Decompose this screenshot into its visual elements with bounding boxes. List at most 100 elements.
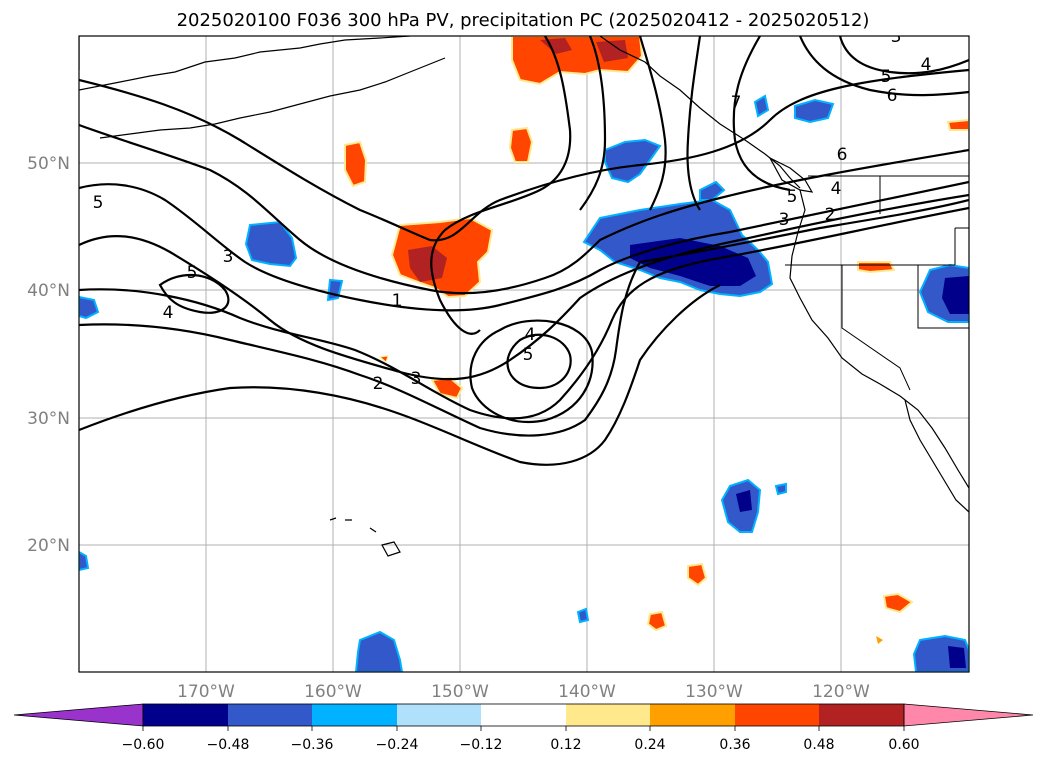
pv-contours: [79, 36, 969, 466]
precip-positive-core: [408, 246, 447, 282]
state-boundary: [841, 265, 911, 391]
precip-negative-core: [736, 490, 752, 512]
contour-label: 4: [163, 303, 174, 323]
colorbar-bin: [312, 704, 397, 726]
state-boundary: [954, 227, 969, 265]
pv-contour-line: [79, 198, 969, 437]
precip-positive-area: [344, 140, 368, 188]
colorbar-tick-label: 0.12: [550, 737, 581, 753]
contour-label: 5: [93, 193, 104, 213]
contour-label: 4: [525, 325, 536, 345]
pv-contour-line: [686, 36, 702, 211]
contour-label: 7: [731, 93, 742, 113]
precip-positive-area: [946, 118, 969, 131]
precip-positive-core: [596, 40, 628, 62]
precip-negative-core: [948, 646, 966, 668]
state-boundary: [917, 265, 969, 329]
colorbar-bin: [735, 704, 819, 726]
colorbar-bin: [650, 704, 735, 726]
graticule: [79, 36, 969, 672]
colorbar-frame: [142, 703, 905, 727]
contour-label: 4: [921, 55, 932, 75]
precip-negative-core: [630, 238, 756, 286]
precip-positive-area: [876, 636, 883, 644]
lon-tick-label: 130°W: [685, 682, 743, 702]
precip-negative-area: [79, 295, 100, 320]
contour-label: 4: [831, 179, 842, 199]
west-coast-coastline: [789, 189, 969, 489]
pv-contour-line: [79, 284, 721, 466]
precip-positive-area: [857, 261, 896, 274]
pv-contour-line: [732, 36, 791, 192]
precip-positive-area: [687, 562, 708, 587]
colorbar-extend-high: [903, 703, 1034, 727]
precip-negative-core: [942, 276, 969, 314]
hawaiian-islands: [329, 517, 401, 557]
contour-label: 5: [187, 263, 198, 283]
pv-contour-line: [79, 123, 969, 295]
pv-contour-line: [79, 206, 969, 420]
colorbar-tick-label: −0.60: [122, 737, 165, 753]
precip-negative-area: [794, 98, 835, 124]
pv-contour-line: [506, 333, 572, 390]
colorbar-tick-label: −0.36: [291, 737, 334, 753]
lat-tick-label: 30°N: [27, 409, 70, 429]
pv-contour-line: [430, 36, 572, 335]
pv-contour-line: [798, 36, 969, 97]
contour-label: 2: [825, 205, 836, 225]
contour-label: 5: [787, 187, 798, 207]
precip-positive-area: [882, 592, 914, 614]
lat-tick-label: 40°N: [27, 281, 70, 301]
pv-contour-line: [158, 273, 230, 314]
precip-negative-area: [753, 94, 770, 118]
precip-negative-area: [774, 482, 787, 496]
colorbar-tick-label: −0.24: [376, 737, 419, 753]
precip-positive-area: [378, 355, 389, 363]
colorbar-bin: [228, 704, 312, 726]
contour-label: 3: [223, 247, 234, 267]
colorbar-bin: [397, 704, 481, 726]
colorbar-bin: [566, 704, 650, 726]
precip-negative-area: [576, 607, 590, 624]
aleutian-islands: [99, 57, 446, 139]
coastlines: [79, 36, 969, 557]
lat-tick-labels: 50°N 40°N 30°N 20°N: [27, 154, 70, 556]
contour-label: 3: [891, 27, 902, 47]
contour-label: 1: [392, 291, 403, 311]
vancouver-island-coastline: [768, 156, 814, 193]
contour-label: 6: [887, 86, 898, 106]
pv-contour-line: [638, 36, 667, 211]
contour-label: 2: [373, 374, 384, 394]
lon-tick-label: 150°W: [431, 682, 489, 702]
precip-negative-area: [354, 630, 404, 672]
precip-positive-area: [646, 610, 668, 632]
colorbar-bin: [481, 704, 566, 726]
colorbar: −0.60 −0.48 −0.36 −0.24 −0.12 0.12 0.24 …: [13, 703, 1034, 753]
lat-tick-label: 50°N: [27, 154, 70, 174]
lon-tick-labels: 170°W 160°W 150°W 140°W 130°W 120°W: [177, 682, 870, 702]
colorbar-tick-label: −0.12: [460, 737, 503, 753]
pv-contour-labels: 5 3 5 4 1 2 3 4 5 7 5 4 6 6 5 4 3 2 3: [93, 27, 932, 394]
lon-tick-label: 140°W: [558, 682, 616, 702]
precip-negative-area: [699, 180, 726, 201]
lon-tick-label: 120°W: [812, 682, 870, 702]
colorbar-ticks: [142, 726, 905, 731]
colorbar-tick-label: 0.48: [803, 737, 834, 753]
contour-label: 5: [881, 67, 892, 87]
baja-california-coastline: [904, 399, 969, 513]
lon-tick-label: 160°W: [304, 682, 362, 702]
pv-contour-line: [79, 180, 969, 312]
colorbar-tick-label: 0.24: [634, 737, 665, 753]
alaska-coastline: [79, 36, 411, 91]
pv-contour-line: [838, 36, 969, 75]
contour-label: 6: [837, 145, 848, 165]
pv-contour-line: [79, 193, 969, 381]
colorbar-tick-label: 0.60: [888, 737, 919, 753]
contour-label: 3: [779, 210, 790, 230]
colorbar-tick-label: −0.48: [207, 737, 250, 753]
pv-contour-line: [469, 319, 594, 423]
contour-label: 5: [523, 345, 534, 365]
lat-tick-label: 20°N: [27, 536, 70, 556]
contour-label: 3: [411, 369, 422, 389]
precip-negative-area: [79, 550, 90, 572]
